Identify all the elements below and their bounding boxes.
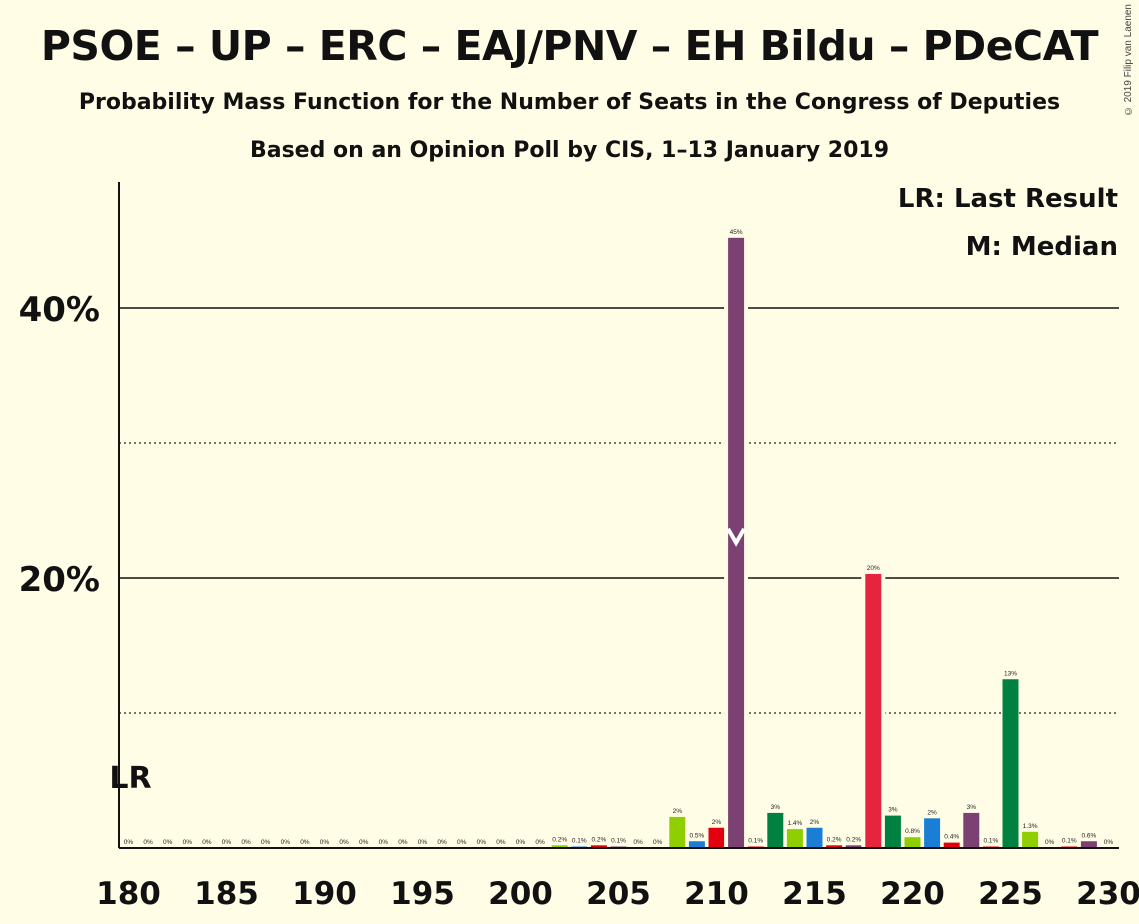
bar-seats-225: [1002, 679, 1019, 848]
bar-seats-218: [865, 573, 882, 848]
bar-value-label: 1.3%: [1023, 823, 1038, 830]
bar-seats-222: [943, 842, 960, 848]
bar-value-label: 0%: [535, 839, 545, 846]
bar-value-label: 3%: [888, 807, 898, 814]
y-tick-label: 40%: [19, 290, 100, 330]
bar-value-label: 0%: [653, 839, 663, 846]
bar-seats-213: [767, 812, 784, 848]
bar-value-label: 45%: [730, 229, 743, 236]
bar-value-label: 0%: [437, 839, 447, 846]
legend-median: M: Median: [965, 232, 1118, 262]
bar-value-label: 0.5%: [689, 832, 704, 839]
bar-value-label: 2%: [810, 819, 820, 826]
bar-value-label: 0%: [124, 839, 134, 846]
bar-value-label: 0.4%: [944, 834, 959, 841]
bar-value-label: 2%: [673, 808, 683, 815]
bar-value-label: 0%: [241, 839, 251, 846]
bar-value-label: 0%: [320, 839, 330, 846]
bar-value-label: 0%: [202, 839, 212, 846]
bar-value-label: 0.1%: [983, 838, 998, 845]
bar-value-label: 0.2%: [827, 836, 842, 843]
x-tick-label: 205: [586, 876, 651, 912]
bar-value-label: 0%: [163, 839, 173, 846]
bar-seats-229: [1080, 841, 1097, 848]
bar-seats-223: [963, 812, 980, 848]
bar-value-label: 0%: [477, 839, 487, 846]
bar-value-label: 0%: [418, 839, 428, 846]
bar-value-label: 0.2%: [846, 836, 861, 843]
bar-seats-220: [904, 837, 921, 848]
bar-value-label: 0%: [359, 839, 369, 846]
x-tick-label: 180: [96, 876, 161, 912]
bar-value-label: 0.1%: [1062, 838, 1077, 845]
bar-seats-219: [884, 815, 901, 848]
bar-value-label: 0%: [1045, 839, 1055, 846]
bar-value-label: 0.1%: [611, 838, 626, 845]
bar-value-label: 0%: [398, 839, 408, 846]
bar-value-label: 0%: [496, 839, 506, 846]
bar-value-label: 0%: [339, 839, 349, 846]
bar-value-label: 2%: [927, 809, 937, 816]
bar-seats-202: [551, 845, 568, 848]
x-tick-label: 210: [684, 876, 749, 912]
bar-seats-214: [786, 829, 803, 848]
bar-value-label: 0.8%: [905, 828, 920, 835]
x-tick-label: 225: [978, 876, 1043, 912]
x-tick-label: 200: [488, 876, 553, 912]
chart-title: PSOE – UP – ERC – EAJ/PNV – EH Bildu – P…: [40, 22, 1099, 70]
legend-last-result: LR: Last Result: [897, 184, 1118, 214]
x-tick-label: 215: [782, 876, 847, 912]
median-marker: [726, 527, 746, 547]
bar-value-label: 0%: [183, 839, 193, 846]
bar-seats-208: [669, 816, 686, 848]
bar-value-label: 0%: [281, 839, 291, 846]
bar-value-label: 20%: [867, 565, 880, 572]
chart-subtitle: Probability Mass Function for the Number…: [78, 90, 1061, 115]
bar-seats-216: [826, 845, 843, 848]
bar-value-label: 1.4%: [787, 820, 802, 827]
bar-seats-209: [688, 841, 705, 848]
chart-subtitle-poll: Based on an Opinion Poll by CIS, 1–13 Ja…: [249, 138, 890, 163]
bar-value-label: 0%: [457, 839, 467, 846]
x-tick-label: 185: [194, 876, 259, 912]
bar-value-label: 0%: [379, 839, 389, 846]
bar-value-label: 0%: [633, 839, 643, 846]
bar-seats-204: [590, 845, 607, 848]
bar-value-label: 0%: [261, 839, 271, 846]
x-tick-label: 195: [390, 876, 455, 912]
bar-seats-215: [806, 827, 823, 848]
y-tick-label: 20%: [19, 560, 100, 600]
bar-value-label: 3%: [771, 804, 781, 811]
bar-seats-221: [924, 818, 941, 848]
bar-seats-226: [1022, 831, 1039, 848]
last-result-marker: LR: [109, 761, 151, 796]
bar-value-label: 2%: [712, 819, 722, 826]
bar-value-label: 0.1%: [748, 838, 763, 845]
bar-value-label: 0.2%: [591, 836, 606, 843]
x-tick-label: 220: [880, 876, 945, 912]
bar-value-label: 13%: [1004, 670, 1017, 677]
bar-value-label: 0%: [1104, 839, 1114, 846]
bar-value-label: 0%: [143, 839, 153, 846]
x-tick-label: 230: [1076, 876, 1139, 912]
bar-value-label: 0%: [300, 839, 310, 846]
bar-value-label: 0.2%: [552, 836, 567, 843]
bar-value-label: 3%: [967, 804, 977, 811]
x-tick-label: 190: [292, 876, 357, 912]
bar-value-label: 0.6%: [1081, 832, 1096, 839]
bar-seats-217: [845, 845, 862, 848]
bar-value-label: 0%: [516, 839, 526, 846]
bar-value-label: 0%: [222, 839, 232, 846]
bar-seats-210: [708, 827, 725, 848]
bar-value-label: 0.1%: [572, 838, 587, 845]
